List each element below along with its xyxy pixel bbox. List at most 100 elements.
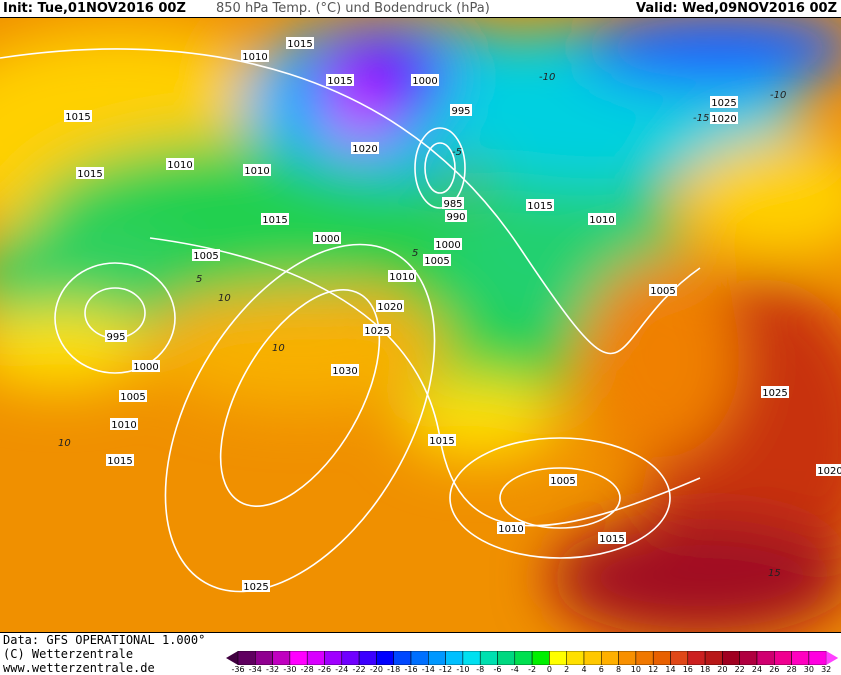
isotherm-label: 10 <box>58 438 71 449</box>
colorbar-swatch <box>739 651 758 665</box>
colorbar-swatch <box>618 651 637 665</box>
colorbar-tick: -10 <box>456 665 470 674</box>
isobar-label: 995 <box>106 332 125 343</box>
colorbar-swatch <box>479 651 498 665</box>
colorbar-swatch <box>255 651 273 665</box>
isobar-label-bg <box>243 164 271 176</box>
isobar-label-bg <box>598 532 626 544</box>
colorbar-swatch <box>774 651 792 665</box>
colorbar-tick: 8 <box>616 665 622 674</box>
colorbar-tick: 24 <box>751 665 763 674</box>
colorbar-tick: 12 <box>648 665 659 674</box>
colorbar-tick: -16 <box>404 665 418 674</box>
isobar-label-bg <box>428 434 456 446</box>
isobar-label-bg <box>710 112 738 124</box>
isobar-label: 1030 <box>332 366 357 377</box>
colorbar-swatch <box>358 651 377 665</box>
colorbar-swatch <box>272 651 291 665</box>
colorbar-swatch <box>237 651 256 665</box>
colorbar-tick: -20 <box>369 665 383 674</box>
isobar-label-bg <box>549 474 577 486</box>
isobar-label: 1015 <box>287 39 312 50</box>
colorbar-swatch <box>289 651 308 665</box>
isobar-label: 990 <box>446 212 465 223</box>
colorbar-tick: -30 <box>283 665 297 674</box>
isobar-label-bg <box>388 270 416 282</box>
isobar-label: 1005 <box>550 476 575 487</box>
colorbar-tick: 0 <box>546 665 552 674</box>
colorbar-tick: 14 <box>665 665 676 674</box>
isobar-label: 1020 <box>817 466 841 477</box>
colorbar-tick: 16 <box>682 665 693 674</box>
isobar-label: 1010 <box>389 272 414 283</box>
isobar-label-bg <box>286 37 314 49</box>
isotherm-label: 15 <box>768 568 781 579</box>
colorbar-swatch <box>549 651 567 665</box>
isobar-label: 985 <box>443 199 462 210</box>
isobar-label-bg <box>242 580 270 592</box>
isobar-label-bg <box>450 104 472 116</box>
colorbar-tick: -12 <box>439 665 453 674</box>
colorbar-right-arrow <box>826 651 839 665</box>
colorbar-tick: 30 <box>803 665 814 674</box>
isobar-label-bg <box>106 454 134 466</box>
colorbar-swatch <box>722 651 740 665</box>
colorbar-tick: 2 <box>564 665 570 674</box>
colorbar-tick: -22 <box>352 665 366 674</box>
isobar-label-bg <box>816 464 841 476</box>
colorbar-tick: 28 <box>786 665 797 674</box>
isobar-label-bg <box>351 142 379 154</box>
isobar-label: 1015 <box>327 76 352 87</box>
init-time: Init: Tue,01NOV2016 00Z <box>3 1 186 16</box>
isotherm-label: 10 <box>218 293 231 304</box>
isobar-label-bg <box>423 254 451 266</box>
colorbar-swatch <box>306 651 325 665</box>
isobar-label: 1015 <box>107 456 132 467</box>
colorbar-tick: 20 <box>717 665 728 674</box>
colorbar-swatch <box>756 651 775 665</box>
colorbar-tick: 10 <box>630 665 641 674</box>
isobar-label: 1020 <box>711 114 736 125</box>
isobar-label: 1010 <box>167 160 192 171</box>
isobar-label-bg <box>241 50 269 62</box>
colorbar-swatch <box>652 651 671 665</box>
colorbar-tick: -24 <box>335 665 349 674</box>
temperature-colorbar <box>226 651 839 665</box>
isobar-label-bg <box>411 74 439 86</box>
copyright: (C) Wetterzentrale <box>3 647 134 661</box>
colorbar-tick: -8 <box>476 665 485 674</box>
isobar-label-bg <box>434 238 462 250</box>
isobar-label: 1005 <box>650 286 675 297</box>
data-source: Data: GFS OPERATIONAL 1.000° <box>3 633 206 647</box>
colorbar-swatch <box>566 651 585 665</box>
isobar-label-bg <box>76 167 104 179</box>
isobar-label-bg <box>497 522 525 534</box>
colorbar-tick: -2 <box>528 665 537 674</box>
colorbar-tick: 26 <box>769 665 780 674</box>
isobar-label-bg <box>110 418 138 430</box>
colorbar-tick: -36 <box>231 665 245 674</box>
colorbar-swatch <box>808 651 827 665</box>
isobar-label: 1025 <box>762 388 787 399</box>
colorbar-swatch <box>670 651 689 665</box>
isobar-label: 1015 <box>262 215 287 226</box>
isobar-label: 1005 <box>424 256 449 267</box>
isobar-label: 1015 <box>77 169 102 180</box>
colorbar-tick: 4 <box>581 665 587 674</box>
isobar-label-bg <box>261 213 289 225</box>
isobar-label: 995 <box>451 106 470 117</box>
website-link[interactable]: www.wetterzentrale.de <box>3 661 155 675</box>
isobar-label: 1005 <box>193 251 218 262</box>
isobar-label: 1015 <box>65 112 90 123</box>
colorbar-swatch <box>635 651 654 665</box>
valid-time: Valid: Wed,09NOV2016 00Z <box>636 1 837 16</box>
isobar-label-bg <box>313 232 341 244</box>
isobar-label: 1015 <box>527 201 552 212</box>
isobar-label: 1010 <box>498 524 523 535</box>
isotherm-label: -10 <box>539 72 555 83</box>
isobar-label: 1000 <box>314 234 339 245</box>
map-title: 850 hPa Temp. (°C) und Bodendruck (hPa) <box>216 1 490 16</box>
colorbar-left-arrow <box>226 651 238 665</box>
isotherm-label: -15 <box>693 113 709 124</box>
